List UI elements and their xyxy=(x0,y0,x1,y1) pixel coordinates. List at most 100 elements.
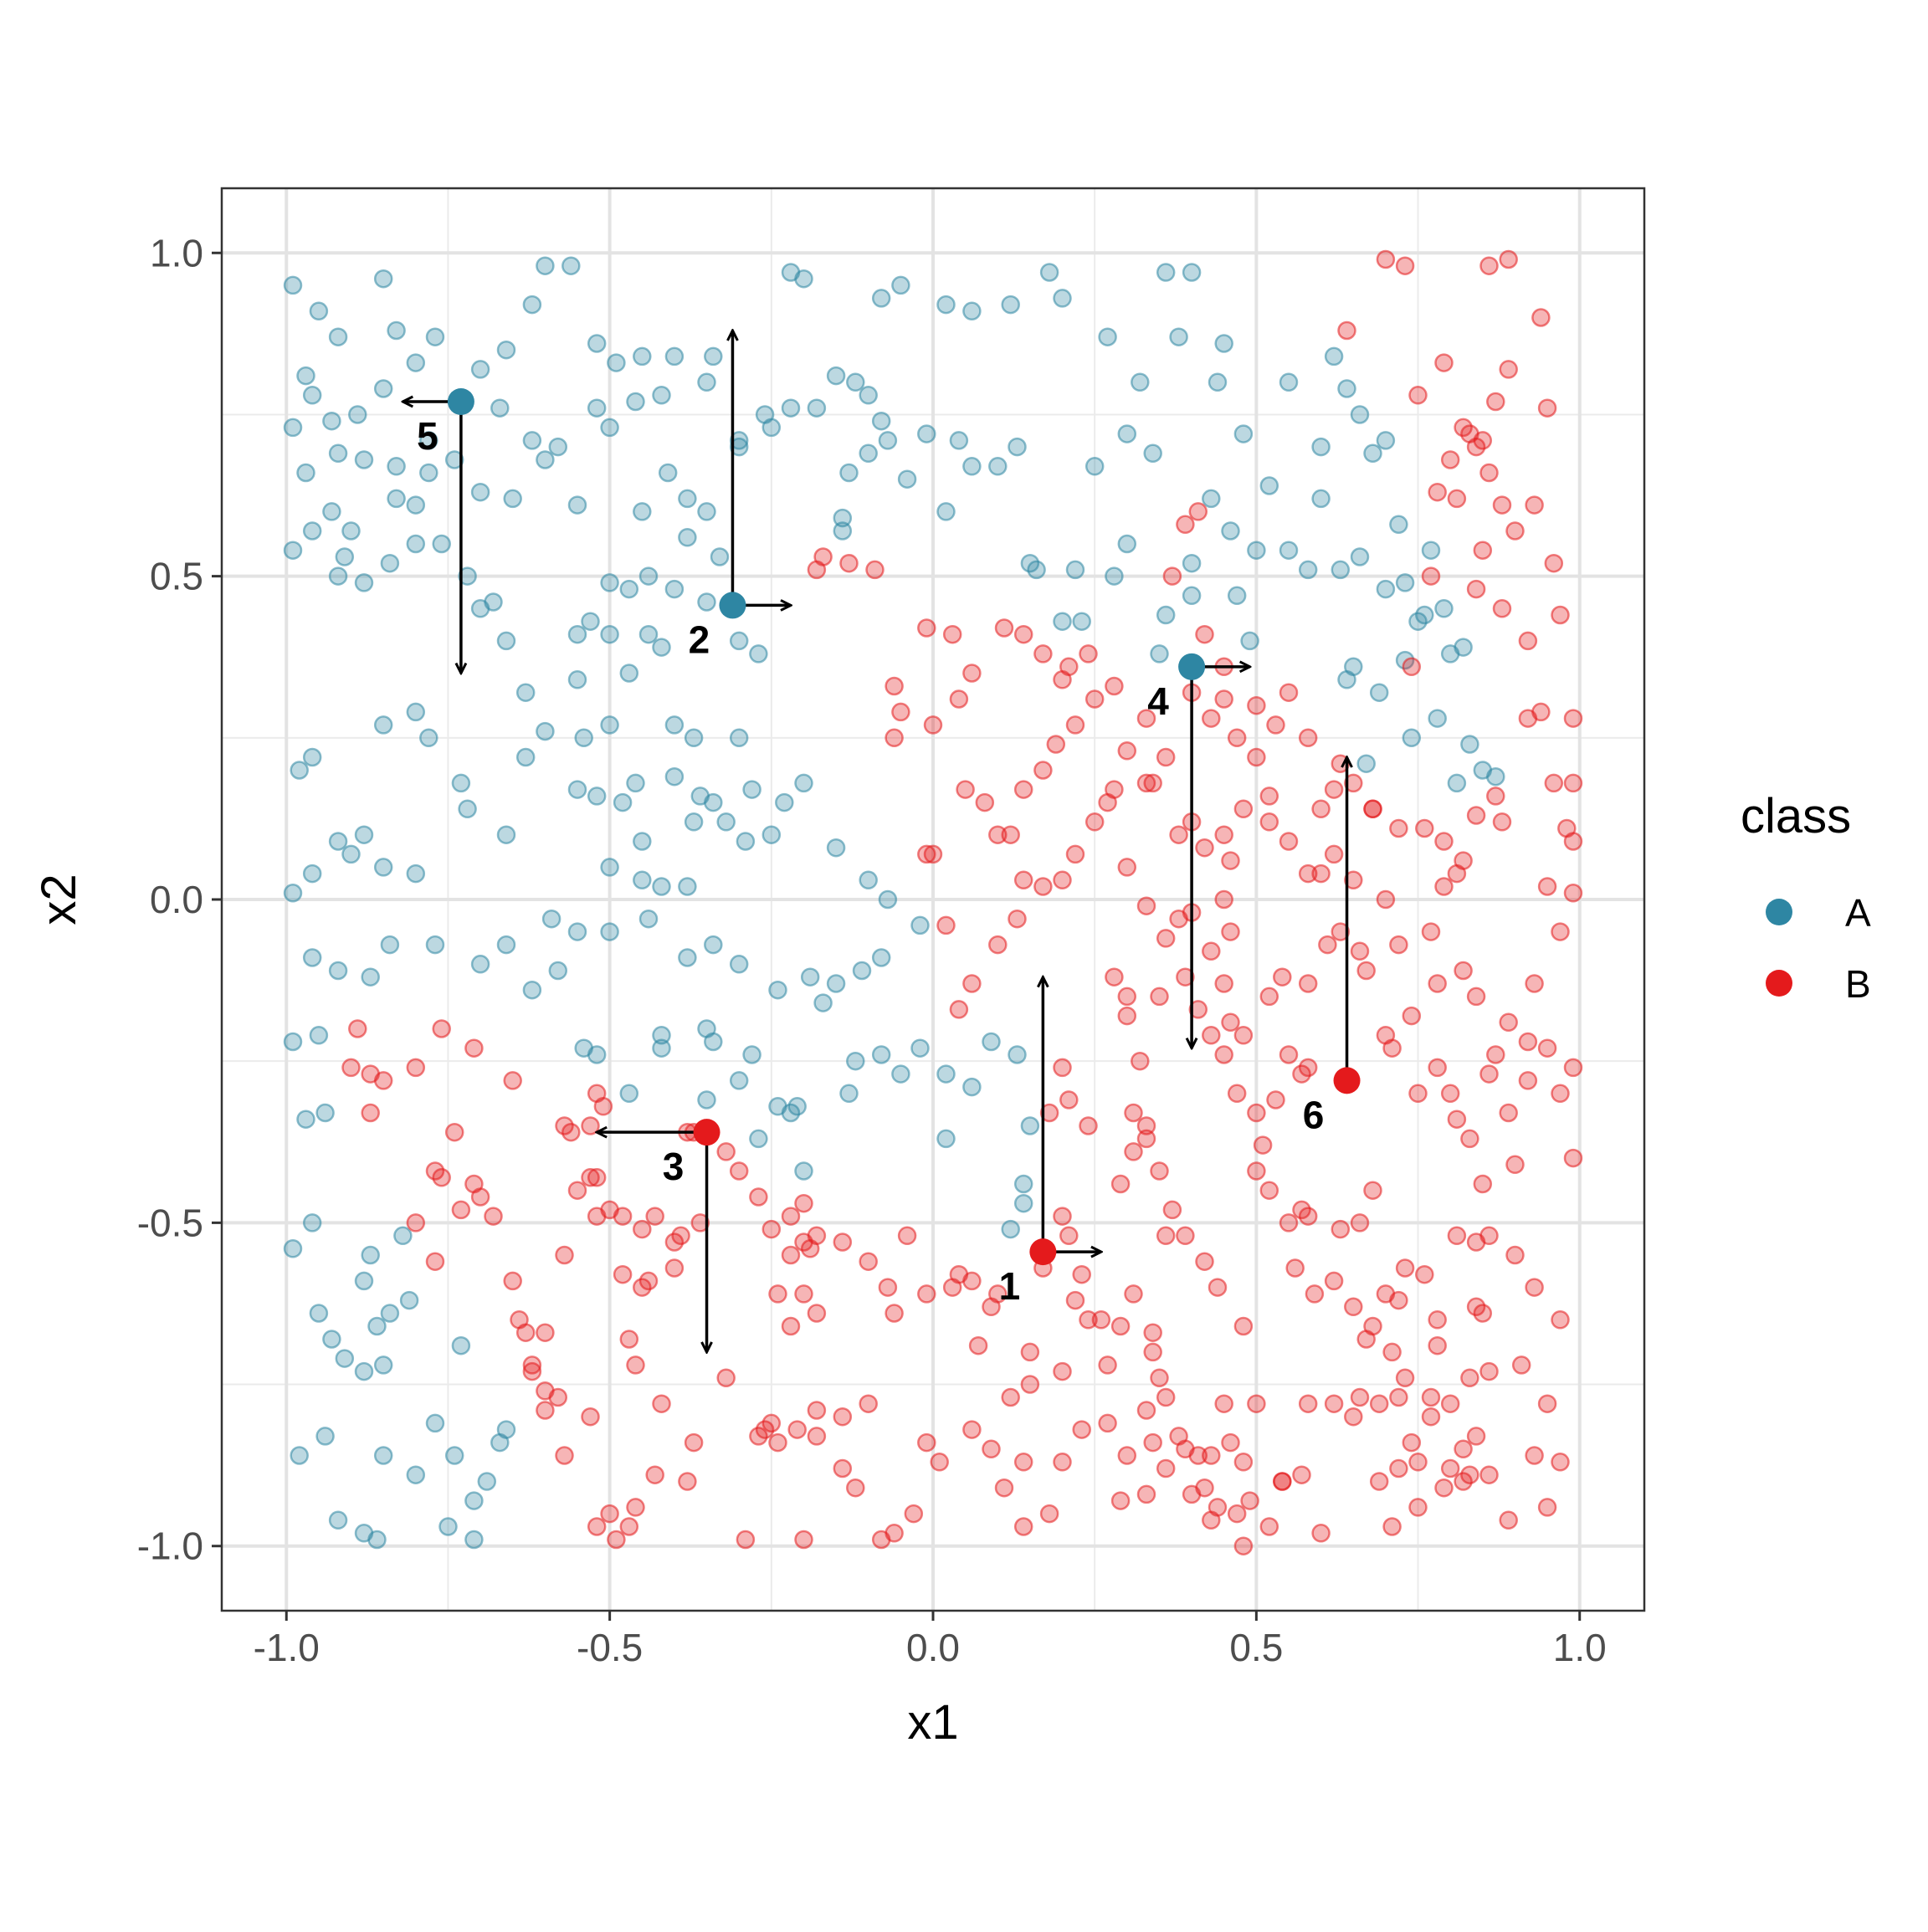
point-b-307 xyxy=(1389,1387,1408,1407)
point-a-226 xyxy=(419,463,438,483)
point-a-243 xyxy=(419,431,438,450)
point-b-282 xyxy=(1253,1135,1273,1155)
legend-key-b xyxy=(1766,970,1792,997)
point-b-131 xyxy=(942,1278,962,1297)
y-tick-label-1: -0.5 xyxy=(137,1201,203,1244)
point-b-102 xyxy=(968,1335,988,1355)
point-b-296 xyxy=(1415,1264,1434,1284)
point-a-65 xyxy=(1402,728,1422,748)
point-b-346 xyxy=(1324,844,1344,864)
point-b-31 xyxy=(1551,922,1570,941)
point-b-19 xyxy=(1492,599,1512,618)
point-a-62 xyxy=(1440,644,1460,664)
point-b-169 xyxy=(684,1432,704,1453)
point-b-255 xyxy=(917,618,936,638)
point-b-210 xyxy=(1214,689,1233,709)
point-a-286 xyxy=(716,812,736,832)
point-a-171 xyxy=(871,1045,891,1064)
point-a-158 xyxy=(548,961,568,981)
point-b-331 xyxy=(1053,1058,1072,1078)
point-b-407 xyxy=(1279,683,1299,702)
legend-label-b: B xyxy=(1845,962,1871,1006)
point-a-57 xyxy=(1421,541,1441,560)
point-b-394 xyxy=(1473,541,1493,560)
point-b-66 xyxy=(1240,1491,1259,1510)
point-b-363 xyxy=(1221,851,1240,870)
point-b-71 xyxy=(1221,1432,1240,1453)
point-b-132 xyxy=(897,1226,917,1246)
point-a-45 xyxy=(1337,379,1356,398)
point-a-36 xyxy=(1131,372,1150,392)
point-b-269 xyxy=(1131,1051,1150,1071)
highlight-label-1: 1 xyxy=(999,1264,1021,1308)
point-b-301 xyxy=(1473,1304,1493,1323)
point-a-189 xyxy=(619,1084,639,1104)
point-b-321 xyxy=(1195,1252,1214,1271)
point-a-141 xyxy=(761,825,782,844)
point-a-256 xyxy=(283,1239,303,1258)
point-b-224 xyxy=(1065,844,1085,864)
point-a-263 xyxy=(380,1304,400,1323)
point-a-236 xyxy=(348,405,367,424)
point-a-16 xyxy=(704,346,723,366)
point-a-137 xyxy=(729,728,749,748)
x-tick-label-0: -1.0 xyxy=(254,1626,320,1669)
point-a-138 xyxy=(742,780,761,799)
point-a-211 xyxy=(496,631,516,651)
point-a-280 xyxy=(290,1446,309,1465)
point-b-122 xyxy=(768,1284,787,1304)
point-a-55 xyxy=(1395,573,1415,592)
point-a-31 xyxy=(1156,263,1176,282)
point-b-256 xyxy=(942,624,962,644)
point-b-53 xyxy=(1454,1439,1473,1459)
point-a-176 xyxy=(962,1077,982,1097)
point-a-251 xyxy=(309,1026,329,1045)
point-b-227 xyxy=(1013,870,1033,890)
point-b-402 xyxy=(1162,566,1182,586)
point-a-296 xyxy=(729,955,749,974)
point-a-9 xyxy=(522,295,542,315)
point-b-173 xyxy=(600,1504,619,1524)
point-a-124 xyxy=(567,624,587,644)
point-a-187 xyxy=(697,1090,716,1109)
point-b-193 xyxy=(361,1064,380,1084)
point-b-92 xyxy=(1124,1284,1143,1304)
point-b-272 xyxy=(1150,986,1169,1007)
point-b-161 xyxy=(536,1323,555,1342)
point-a-188 xyxy=(652,1038,671,1058)
point-a-78 xyxy=(1156,605,1176,625)
point-b-52 xyxy=(1479,1465,1499,1484)
point-a-77 xyxy=(1182,553,1202,573)
point-b-305 xyxy=(1434,1478,1454,1498)
point-b-350 xyxy=(1350,941,1370,961)
y-tick-label-2: 0.0 xyxy=(150,878,203,921)
point-b-352 xyxy=(1298,974,1318,993)
point-b-48 xyxy=(1525,1446,1544,1465)
point-b-351 xyxy=(1318,935,1337,955)
point-b-195 xyxy=(341,1058,361,1078)
point-a-262 xyxy=(399,1290,419,1310)
point-b-376 xyxy=(1486,1045,1505,1064)
point-a-201 xyxy=(302,747,322,767)
point-a-51 xyxy=(1298,560,1318,580)
point-b-312 xyxy=(1273,1472,1292,1491)
point-b-184 xyxy=(451,1200,471,1220)
point-a-92 xyxy=(962,457,982,476)
point-b-222 xyxy=(1098,792,1117,812)
point-b-411 xyxy=(1363,799,1382,819)
point-b-93 xyxy=(1143,1323,1162,1342)
point-a-47 xyxy=(1363,443,1382,464)
point-b-362 xyxy=(1214,889,1233,910)
point-a-233 xyxy=(522,431,542,450)
x-tick-label-4: 1.0 xyxy=(1553,1626,1607,1669)
point-b-341 xyxy=(1110,1316,1131,1336)
point-a-244 xyxy=(484,592,503,612)
point-b-94 xyxy=(1143,1342,1162,1362)
point-a-66 xyxy=(1428,709,1447,728)
point-b-420 xyxy=(1363,1316,1382,1336)
point-a-110 xyxy=(626,392,645,412)
point-b-207 xyxy=(807,1427,827,1446)
point-b-33 xyxy=(1499,1012,1518,1033)
point-a-22 xyxy=(846,372,865,392)
axes: -1.0 -0.5 0.0 0.5 1.0 -1.0 -0.5 0.0 0.5 1.0 xyxy=(137,231,1607,1669)
